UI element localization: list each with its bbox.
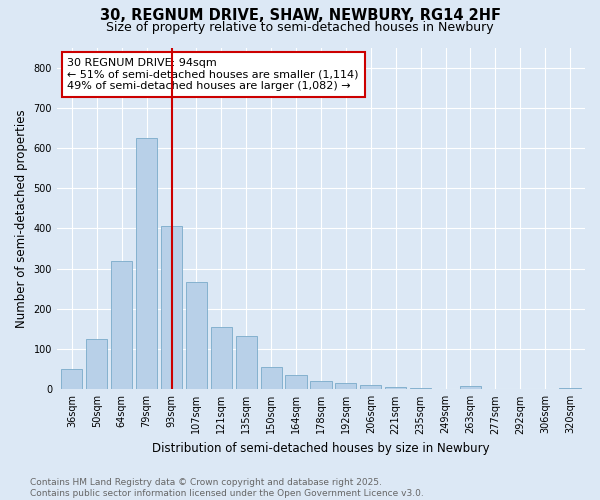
Bar bbox=[86, 339, 107, 390]
Bar bbox=[186, 282, 207, 390]
Bar bbox=[360, 386, 382, 390]
Bar bbox=[61, 369, 82, 390]
Y-axis label: Number of semi-detached properties: Number of semi-detached properties bbox=[15, 109, 28, 328]
Bar bbox=[286, 375, 307, 390]
Bar bbox=[161, 226, 182, 390]
Text: Contains HM Land Registry data © Crown copyright and database right 2025.
Contai: Contains HM Land Registry data © Crown c… bbox=[30, 478, 424, 498]
Bar bbox=[485, 388, 506, 390]
Bar bbox=[435, 388, 456, 390]
Bar bbox=[310, 382, 332, 390]
Bar bbox=[460, 386, 481, 390]
Bar bbox=[136, 138, 157, 390]
Text: 30, REGNUM DRIVE, SHAW, NEWBURY, RG14 2HF: 30, REGNUM DRIVE, SHAW, NEWBURY, RG14 2H… bbox=[100, 8, 500, 22]
Bar bbox=[211, 327, 232, 390]
Bar bbox=[236, 336, 257, 390]
Text: Size of property relative to semi-detached houses in Newbury: Size of property relative to semi-detach… bbox=[106, 21, 494, 34]
Bar bbox=[559, 388, 581, 390]
Bar bbox=[410, 388, 431, 390]
Bar bbox=[111, 260, 132, 390]
Bar bbox=[385, 388, 406, 390]
X-axis label: Distribution of semi-detached houses by size in Newbury: Distribution of semi-detached houses by … bbox=[152, 442, 490, 455]
Bar bbox=[335, 384, 356, 390]
Text: 30 REGNUM DRIVE: 94sqm
← 51% of semi-detached houses are smaller (1,114)
49% of : 30 REGNUM DRIVE: 94sqm ← 51% of semi-det… bbox=[67, 58, 359, 91]
Bar bbox=[260, 367, 282, 390]
